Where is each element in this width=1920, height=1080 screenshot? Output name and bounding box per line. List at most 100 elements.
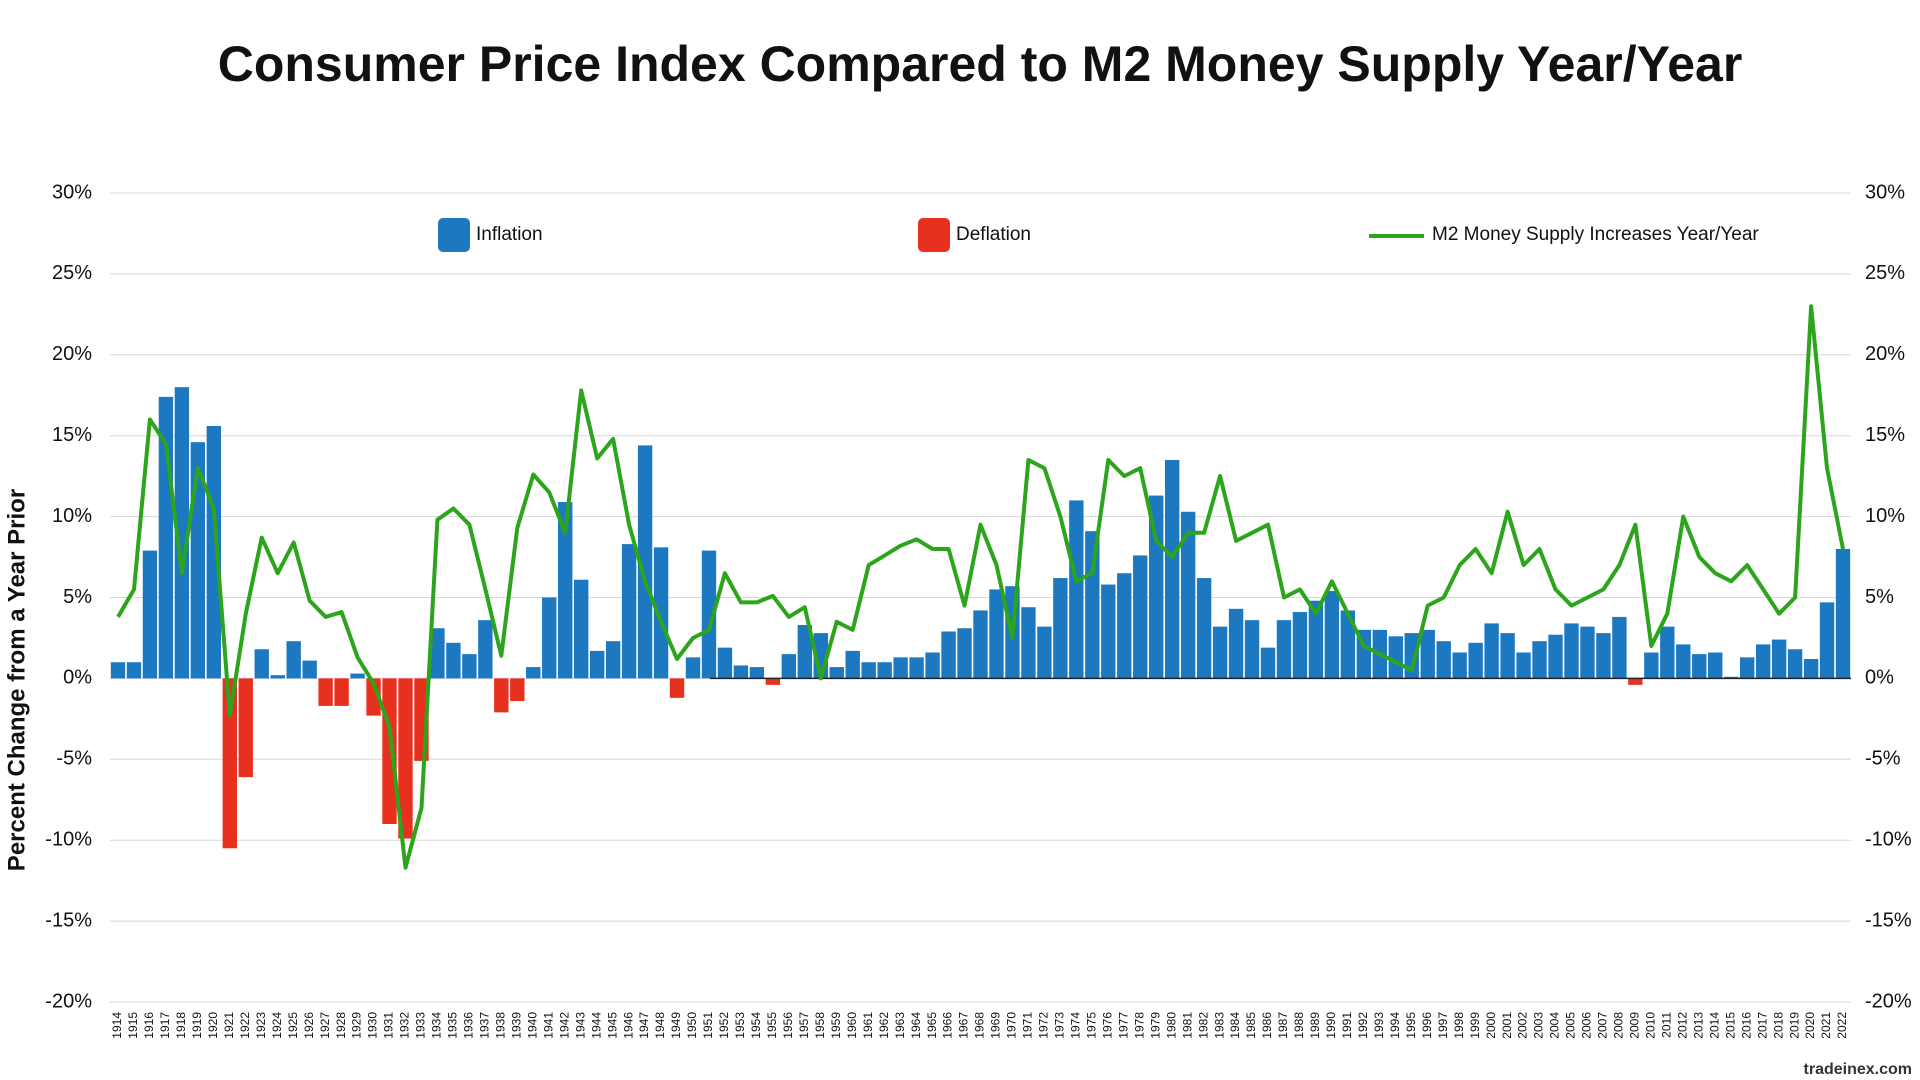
- legend-label: Deflation: [956, 224, 1031, 245]
- x-tick-label: 1971: [1021, 1012, 1035, 1039]
- y2-tick-label: 20%: [1865, 343, 1905, 365]
- x-tick-label: 1961: [861, 1012, 875, 1039]
- bar: [893, 657, 908, 679]
- bar: [925, 652, 940, 679]
- x-tick-label: 2009: [1628, 1012, 1642, 1039]
- x-tick-label: 1943: [573, 1012, 587, 1039]
- x-tick-label: 1999: [1468, 1012, 1482, 1039]
- bar: [669, 678, 685, 698]
- bar: [1101, 584, 1116, 679]
- x-tick-label: 1965: [925, 1012, 939, 1039]
- x-tick-label: 1979: [1148, 1012, 1162, 1039]
- x-tick-label: 2021: [1819, 1012, 1833, 1039]
- x-tick-label: 1937: [478, 1012, 492, 1039]
- bar: [765, 678, 781, 685]
- bar: [238, 678, 253, 778]
- bar: [222, 678, 237, 849]
- bar: [1196, 578, 1212, 679]
- x-tick-label: 1997: [1436, 1012, 1450, 1039]
- bar: [637, 445, 653, 679]
- bar: [1244, 620, 1260, 679]
- y-tick-label: 0%: [63, 667, 92, 689]
- bar: [206, 425, 222, 679]
- y2-tick-label: -20%: [1865, 990, 1912, 1012]
- x-tick-label: 1916: [142, 1012, 156, 1039]
- x-tick-label: 1981: [1180, 1012, 1194, 1039]
- bar: [909, 657, 924, 679]
- bar: [1292, 612, 1308, 679]
- bar: [1724, 676, 1739, 679]
- x-tick-label: 1986: [1260, 1012, 1274, 1039]
- x-tick-label: 1923: [254, 1012, 268, 1039]
- bar: [126, 662, 142, 679]
- y2-tick-label: -5%: [1865, 748, 1901, 770]
- bar: [142, 550, 158, 679]
- bar: [941, 631, 956, 679]
- x-tick-label: 1985: [1244, 1012, 1258, 1039]
- x-tick-label: 1963: [893, 1012, 907, 1039]
- bar: [1212, 626, 1228, 679]
- x-tick-label: 1984: [1228, 1012, 1242, 1039]
- x-tick-label: 1930: [366, 1012, 380, 1039]
- bar: [1484, 623, 1499, 679]
- watermark: tradeinex.com: [1804, 1061, 1912, 1078]
- x-tick-label: 1955: [765, 1012, 779, 1039]
- x-tick-label: 1978: [1132, 1012, 1146, 1039]
- bar: [1692, 654, 1707, 679]
- bar: [1644, 652, 1659, 679]
- bar: [1021, 607, 1036, 679]
- bar: [877, 662, 892, 679]
- y-tick-label: 15%: [52, 424, 92, 446]
- bar: [1436, 641, 1451, 679]
- x-tick-label: 1940: [525, 1012, 539, 1039]
- chart-title: Consumer Price Index Compared to M2 Mone…: [218, 36, 1743, 92]
- bar: [973, 610, 988, 679]
- bar: [1133, 555, 1148, 679]
- x-tick-label: 2011: [1659, 1012, 1673, 1038]
- x-tick-label: 2015: [1723, 1012, 1737, 1039]
- bar: [526, 667, 541, 679]
- y2-tick-label: 0%: [1865, 667, 1894, 689]
- bar: [781, 654, 797, 679]
- x-tick-label: 1942: [557, 1012, 571, 1039]
- bar: [302, 660, 317, 679]
- x-tick-label: 1959: [829, 1012, 843, 1039]
- legend-swatch: [438, 218, 470, 252]
- bar: [430, 628, 445, 679]
- x-tick-label: 1954: [749, 1012, 763, 1039]
- x-tick-label: 1962: [877, 1012, 891, 1039]
- x-tick-label: 2005: [1564, 1012, 1578, 1039]
- x-tick-label: 1993: [1372, 1012, 1386, 1039]
- bar: [1308, 600, 1324, 679]
- bar: [1660, 626, 1675, 679]
- x-tick-label: 2002: [1516, 1012, 1530, 1039]
- bar: [1420, 629, 1435, 679]
- x-tick-label: 1990: [1324, 1012, 1338, 1039]
- bar: [1739, 657, 1755, 679]
- x-tick-label: 1951: [701, 1012, 715, 1039]
- bar: [1276, 620, 1292, 679]
- bar: [845, 650, 860, 679]
- bar: [382, 678, 397, 825]
- bar: [1564, 623, 1579, 679]
- bar: [1037, 626, 1052, 679]
- bar: [110, 662, 126, 679]
- bar: [589, 650, 605, 679]
- x-tick-label: 1966: [941, 1012, 955, 1039]
- x-tick-label: 1922: [238, 1012, 252, 1039]
- x-tick-label: 1972: [1037, 1012, 1051, 1039]
- y2-tick-label: 30%: [1865, 181, 1905, 203]
- x-tick-label: 1917: [158, 1012, 172, 1039]
- x-tick-label: 1915: [126, 1012, 140, 1039]
- x-tick-label: 2003: [1532, 1012, 1546, 1039]
- x-tick-label: 1970: [1005, 1012, 1019, 1039]
- y2-tick-label: 10%: [1865, 505, 1905, 527]
- bar: [1324, 591, 1340, 679]
- bar: [605, 641, 621, 679]
- x-tick-label: 1989: [1308, 1012, 1322, 1039]
- bar: [1803, 658, 1819, 679]
- bar: [270, 675, 285, 679]
- x-tick-label: 1977: [1116, 1012, 1130, 1039]
- x-tick-label: 1918: [174, 1012, 188, 1039]
- bar: [1468, 642, 1483, 679]
